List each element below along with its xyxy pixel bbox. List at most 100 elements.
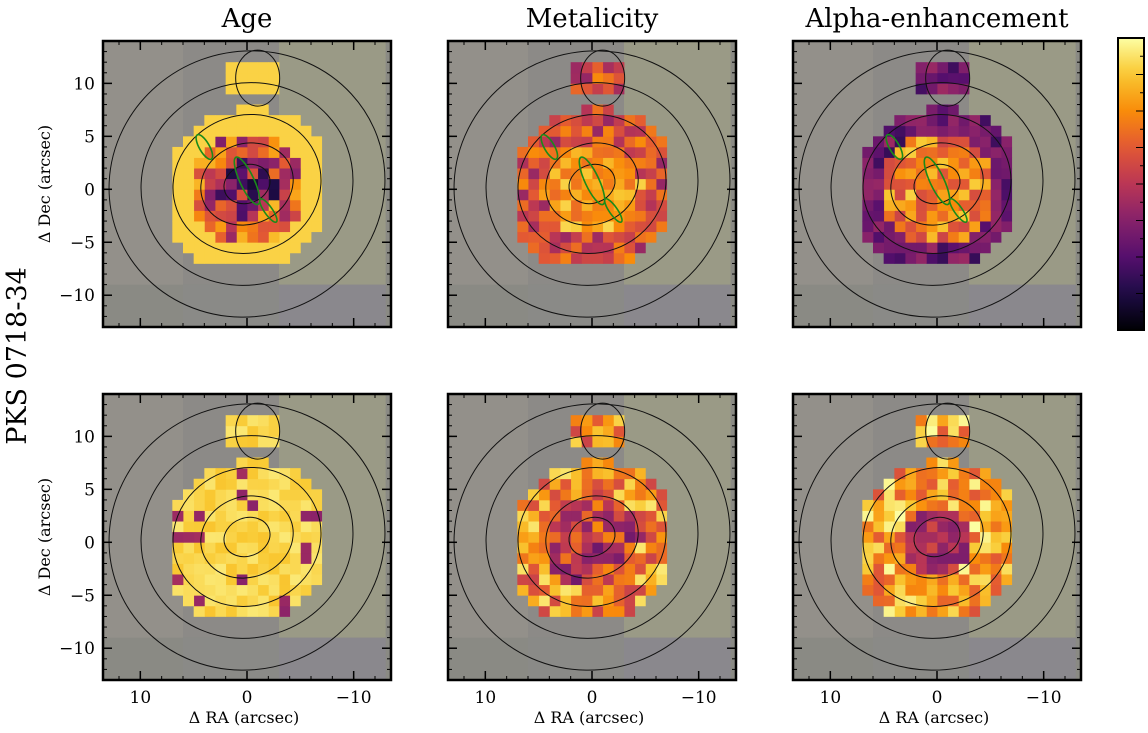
map-pixel — [969, 574, 981, 586]
map-pixel — [581, 457, 593, 469]
map-pixel — [979, 231, 991, 243]
map-pixel — [602, 189, 614, 201]
map-pixel — [538, 178, 550, 190]
map-pixel — [570, 468, 582, 480]
map-pixel — [581, 510, 593, 522]
map-pixel — [645, 499, 657, 511]
map-pixel — [247, 521, 259, 533]
map-pixel — [193, 595, 205, 607]
map-pixel — [947, 168, 959, 180]
map-pixel — [979, 552, 991, 564]
map-pixel — [581, 83, 593, 95]
map-pixel — [883, 146, 895, 158]
map-pixel — [204, 189, 216, 201]
map-pixel — [581, 231, 593, 243]
map-pixel — [236, 199, 248, 211]
map-pixel — [613, 425, 625, 437]
map-pixel — [215, 605, 227, 617]
map-pixel — [204, 168, 216, 180]
map-pixel — [279, 221, 291, 233]
map-pixel — [937, 168, 949, 180]
map-pixel — [517, 563, 529, 575]
map-pixel — [645, 574, 657, 586]
map-pixel — [247, 146, 259, 158]
map-pixel — [905, 605, 917, 617]
map-pixel — [602, 199, 614, 211]
map-pixel — [538, 242, 550, 254]
map-pixel — [183, 499, 195, 511]
map-pixel — [602, 605, 614, 617]
map-pixel — [247, 125, 259, 137]
map-pixel — [215, 210, 227, 222]
map-pixel — [958, 210, 970, 222]
map-pixel — [289, 168, 301, 180]
map-pixel — [894, 252, 906, 264]
map-pixel — [538, 584, 550, 596]
map-pixel — [570, 72, 582, 84]
map-pixel — [937, 157, 949, 169]
map-pixel — [215, 563, 227, 575]
x-axis-label: Δ RA (arcsec) — [879, 708, 990, 727]
map-pixel — [215, 157, 227, 169]
map-pixel — [602, 499, 614, 511]
map-pixel — [183, 595, 195, 607]
map-pixel — [656, 168, 668, 180]
map-pixel — [172, 563, 184, 575]
map-pixel — [958, 157, 970, 169]
isophote-contour — [545, 495, 639, 579]
map-pixel — [958, 199, 970, 211]
map-pixel — [947, 72, 959, 84]
map-pixel — [624, 125, 636, 137]
map-pixel — [193, 146, 205, 158]
map-pixel — [581, 136, 593, 148]
map-pixel — [602, 242, 614, 254]
map-pixel — [634, 478, 646, 490]
map-pixel — [247, 415, 259, 427]
map-pixel — [624, 136, 636, 148]
map-pixel — [204, 231, 216, 243]
map-pixel — [613, 521, 625, 533]
map-pixel — [958, 83, 970, 95]
map-pixel — [560, 252, 572, 264]
map-pixel — [926, 425, 938, 437]
map-pixel — [656, 521, 668, 533]
map-pixel — [894, 531, 906, 543]
map-pixel — [215, 136, 227, 148]
map-pixel — [257, 415, 269, 427]
map-pixel — [247, 231, 259, 243]
map-pixel — [873, 584, 885, 596]
map-pixel — [570, 189, 582, 201]
map-pixel — [915, 189, 927, 201]
map-pixel — [225, 231, 237, 243]
map-pixel — [926, 595, 938, 607]
map-pixel — [300, 136, 312, 148]
map-pixel — [570, 521, 582, 533]
map-pixel — [947, 457, 959, 469]
isophote-contour — [890, 142, 984, 226]
map-pixel — [613, 83, 625, 95]
map-pixel — [592, 231, 604, 243]
map-pixel — [538, 499, 550, 511]
map-pixel — [193, 168, 205, 180]
map-pixel — [193, 499, 205, 511]
map-pixel — [634, 521, 646, 533]
isophote-contour — [517, 113, 667, 255]
map-pixel — [947, 104, 959, 116]
map-pixel — [602, 83, 614, 95]
map-pixel — [183, 542, 195, 554]
highlight-contour — [885, 133, 904, 161]
map-pixel — [517, 499, 529, 511]
map-pixel — [528, 542, 540, 554]
map-pixel — [517, 584, 529, 596]
x-tick-label: 10 — [130, 688, 152, 708]
map-pixel — [570, 210, 582, 222]
map-pixel — [937, 115, 949, 127]
isophote-contour — [798, 403, 1076, 671]
map-pixel — [549, 489, 561, 501]
map-pixel — [183, 146, 195, 158]
map-pixel — [990, 552, 1002, 564]
map-pixel — [247, 252, 259, 264]
map-pixel — [915, 136, 927, 148]
map-pixel — [979, 125, 991, 137]
map-pixel — [937, 221, 949, 233]
